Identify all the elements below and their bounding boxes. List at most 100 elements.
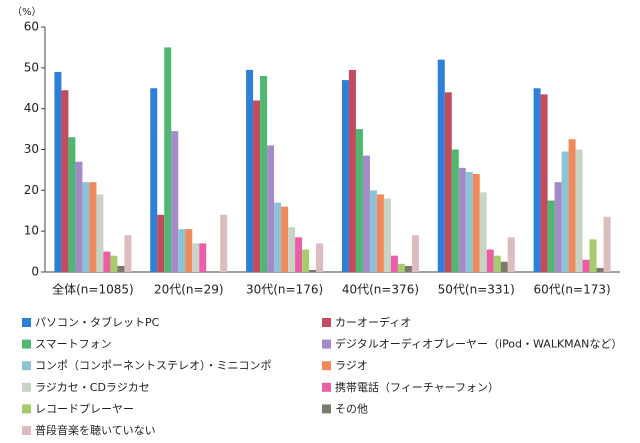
bar: [575, 149, 583, 272]
legend-swatch: [22, 404, 31, 414]
bar: [260, 76, 268, 272]
y-tick-label: 60: [24, 20, 39, 34]
bar: [437, 59, 445, 272]
x-tick-label: 40代(n=376): [342, 283, 419, 297]
bar: [582, 259, 590, 272]
x-tick-label: 50代(n=331): [438, 283, 515, 297]
bar: [554, 182, 562, 272]
bar: [493, 255, 501, 272]
bar: [150, 88, 158, 272]
bar: [54, 71, 62, 273]
bar: [185, 229, 193, 272]
y-unit-label: （%）: [12, 6, 42, 18]
bar: [486, 249, 494, 272]
bar: [281, 206, 289, 272]
bar: [479, 192, 487, 272]
legend-label: レコードプレーヤー: [35, 402, 134, 415]
legend-swatch: [22, 339, 31, 349]
bar: [75, 161, 83, 272]
legend-swatch: [22, 426, 31, 435]
legend-label: 携帯電話（フィーチャーフォン）: [335, 380, 499, 394]
bar: [220, 214, 228, 272]
bar: [507, 237, 515, 272]
legend-swatch: [322, 361, 331, 371]
x-tick-label: 60代(n=173): [533, 283, 610, 297]
bar: [404, 265, 412, 272]
bar: [253, 100, 261, 272]
legend-label: カーオーディオ: [335, 315, 411, 329]
bar: [267, 145, 275, 272]
y-tick-label: 50: [24, 60, 39, 74]
bar: [390, 255, 398, 272]
bar: [274, 202, 282, 272]
bar: [302, 249, 310, 272]
bar: [110, 255, 118, 272]
legend-label: スマートフォン: [35, 338, 112, 351]
x-tick-label: 30代(n=176): [246, 283, 323, 297]
bar: [82, 182, 90, 272]
bar: [411, 235, 419, 272]
y-tick-label: 20: [24, 183, 39, 197]
bar: [397, 263, 405, 272]
legend-swatch: [322, 339, 331, 349]
legend-swatch: [22, 361, 31, 371]
legend-label: パソコン・タブレットPC: [35, 315, 160, 329]
bar: [89, 182, 97, 272]
bar: [316, 243, 324, 272]
bar: [589, 239, 597, 272]
bar: [246, 69, 254, 272]
bar: [465, 171, 473, 272]
bar: [178, 229, 186, 272]
bar: [383, 198, 391, 272]
legend-label: 普段音楽を聴いていない: [35, 423, 156, 437]
bar: [61, 90, 69, 273]
bar: [103, 251, 111, 272]
bar: [171, 131, 179, 272]
legend-swatch: [322, 318, 331, 327]
bar: [500, 261, 508, 272]
bar: [96, 194, 104, 272]
legend-swatch: [322, 404, 331, 414]
bar: [376, 194, 384, 272]
bar: [199, 243, 207, 272]
legend-swatch: [22, 382, 31, 392]
bar: [540, 94, 548, 272]
bar: [68, 137, 76, 272]
bar: [295, 237, 303, 272]
bar: [164, 47, 172, 272]
bar: [547, 200, 555, 272]
x-tick-label: 20代(n=29): [154, 283, 224, 297]
bar: [341, 80, 349, 272]
legend-label: デジタルオーディオプレーヤー（iPod・WALKMANなど）: [335, 337, 622, 351]
bar: [362, 155, 370, 272]
bar: [157, 214, 165, 272]
bar: [451, 149, 459, 272]
bar: [533, 88, 541, 272]
bar: [369, 190, 377, 272]
bar: [355, 129, 363, 272]
legend-label: その他: [335, 402, 368, 415]
legend-label: ラジオ: [335, 359, 368, 372]
legend-label: コンポ（コンポーネントステレオ）・ミニコンポ: [35, 359, 272, 372]
bar: [472, 174, 480, 272]
legend-label: ラジカセ・CDラジカセ: [35, 381, 150, 394]
bar: [124, 235, 132, 272]
y-tick-label: 10: [24, 224, 39, 238]
bar: [444, 92, 452, 272]
bar: [192, 243, 200, 272]
bar: [596, 267, 604, 272]
y-tick-label: 30: [24, 142, 39, 156]
x-tick-label: 全体(n=1085): [52, 282, 134, 297]
bar: [458, 167, 466, 272]
bar: [561, 151, 569, 272]
bar: [288, 227, 296, 272]
bar: [117, 265, 125, 272]
y-tick-label: 0: [31, 265, 39, 279]
legend-swatch: [322, 382, 331, 392]
y-tick-label: 40: [24, 101, 39, 115]
legend-swatch: [22, 318, 31, 327]
bar: [568, 139, 576, 272]
bar: [348, 69, 356, 272]
bar: [603, 216, 611, 272]
